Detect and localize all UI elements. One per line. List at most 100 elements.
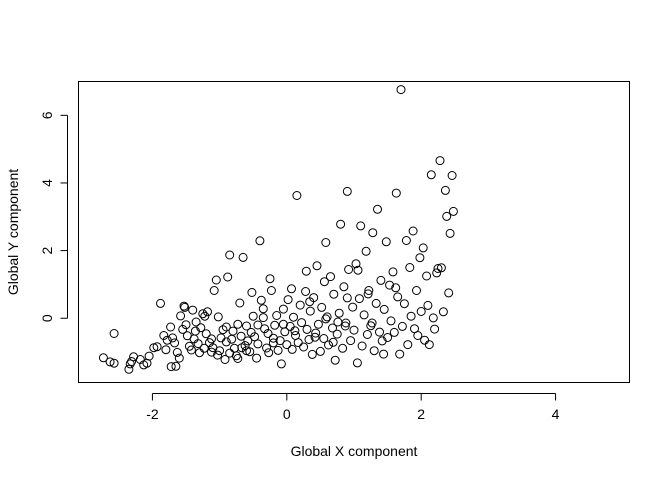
- scatter-point: [229, 343, 239, 353]
- scatter-point: [253, 339, 263, 349]
- scatter-point: [371, 298, 381, 308]
- scatter-point: [198, 309, 208, 319]
- scatter-point: [362, 330, 372, 339]
- scatter-point: [406, 311, 416, 321]
- scatter-point: [228, 326, 238, 336]
- scatter-point: [403, 340, 413, 350]
- scatter-point: [430, 324, 440, 334]
- scatter-point: [344, 265, 354, 274]
- scatter-point: [144, 351, 154, 361]
- scatter-point: [369, 346, 379, 356]
- scatter-point: [386, 316, 396, 326]
- scatter-point: [178, 324, 188, 334]
- scatter-point: [349, 325, 359, 335]
- scatter-point: [391, 188, 401, 198]
- scatter-point: [379, 349, 389, 359]
- scatter-point: [220, 355, 230, 364]
- scatter-point: [180, 302, 190, 312]
- scatter-point: [218, 325, 228, 335]
- scatter-point: [424, 340, 434, 350]
- x-tick-label: 0: [283, 406, 291, 422]
- scatter-point: [268, 333, 278, 343]
- scatter-point: [399, 299, 409, 309]
- scatter-point: [290, 326, 300, 336]
- scatter-point: [242, 321, 251, 331]
- scatter-point: [301, 287, 311, 296]
- scatter-point: [444, 288, 454, 298]
- scatter-point: [293, 338, 303, 348]
- scatter-point: [317, 302, 327, 312]
- scatter-point: [438, 307, 448, 317]
- scatter-point: [334, 308, 344, 318]
- scatter-point: [436, 263, 446, 273]
- x-axis-title: Global X component: [291, 443, 418, 459]
- scatter-point: [379, 304, 389, 314]
- scatter-point: [211, 275, 221, 285]
- scatter-point: [373, 204, 382, 214]
- scatter-point: [199, 343, 209, 353]
- scatter-point: [346, 336, 356, 346]
- y-axis: 0 2 4 6: [39, 111, 68, 322]
- scatter-point: [253, 320, 263, 330]
- scatter-point: [166, 362, 176, 372]
- scatter-point: [310, 332, 320, 342]
- scatter-point: [305, 297, 315, 307]
- scatter-point: [295, 300, 305, 310]
- scatter-point: [391, 283, 401, 293]
- scatter-point: [233, 354, 243, 363]
- scatter-point: [376, 275, 386, 285]
- scatter-point: [333, 317, 343, 327]
- scatter-point: [338, 343, 348, 353]
- scatter-point: [109, 358, 119, 368]
- scatter-point: [203, 307, 212, 317]
- scatter-point: [127, 357, 137, 366]
- scatter-point: [311, 328, 321, 338]
- scatter-point: [440, 185, 450, 195]
- x-tick-label: 4: [552, 406, 560, 422]
- scatter-point: [428, 313, 438, 323]
- scatter-point: [170, 338, 180, 348]
- scatter-point: [297, 318, 307, 328]
- scatter-point: [109, 329, 119, 338]
- scatter-point: [313, 319, 323, 329]
- y-tick-label: 6: [39, 111, 55, 119]
- scatter-point: [405, 263, 415, 272]
- scatter-point: [179, 301, 189, 311]
- scatter-point: [432, 268, 442, 278]
- scatter-point: [389, 327, 399, 337]
- scatter-point: [326, 272, 335, 282]
- scatter-point: [181, 320, 191, 330]
- scatter-point: [401, 236, 411, 245]
- scatter-point: [422, 271, 432, 281]
- scatter-point: [256, 295, 266, 305]
- scatter-point: [287, 344, 297, 354]
- scatter-point: [289, 312, 298, 322]
- scatter-point: [235, 298, 245, 308]
- data-points: [98, 85, 458, 374]
- scatter-point: [330, 355, 340, 365]
- scatter-point: [243, 336, 253, 346]
- scatter-point: [171, 361, 181, 371]
- x-axis: -2 0 2 4: [146, 393, 560, 422]
- scatter-point: [238, 252, 248, 262]
- scatter-point: [336, 219, 346, 229]
- scatter-point: [258, 313, 268, 323]
- scatter-point: [201, 329, 211, 339]
- scatter-point: [268, 338, 278, 348]
- scatter-point: [125, 359, 135, 369]
- scatter-point: [172, 347, 182, 357]
- scatter-point: [363, 289, 373, 299]
- scatter-point: [447, 171, 457, 180]
- x-tick-label: -2: [146, 406, 159, 422]
- scatter-point: [186, 345, 196, 355]
- scatter-point: [98, 353, 108, 363]
- scatter-point: [262, 343, 272, 353]
- scatter-point: [216, 333, 226, 343]
- y-tick-label: 4: [39, 179, 55, 187]
- scatter-point: [159, 331, 169, 340]
- scatter-point: [270, 320, 280, 330]
- scatter-point: [388, 267, 398, 277]
- scatter-point: [364, 286, 374, 295]
- scatter-point: [328, 337, 338, 347]
- scatter-point: [283, 295, 293, 305]
